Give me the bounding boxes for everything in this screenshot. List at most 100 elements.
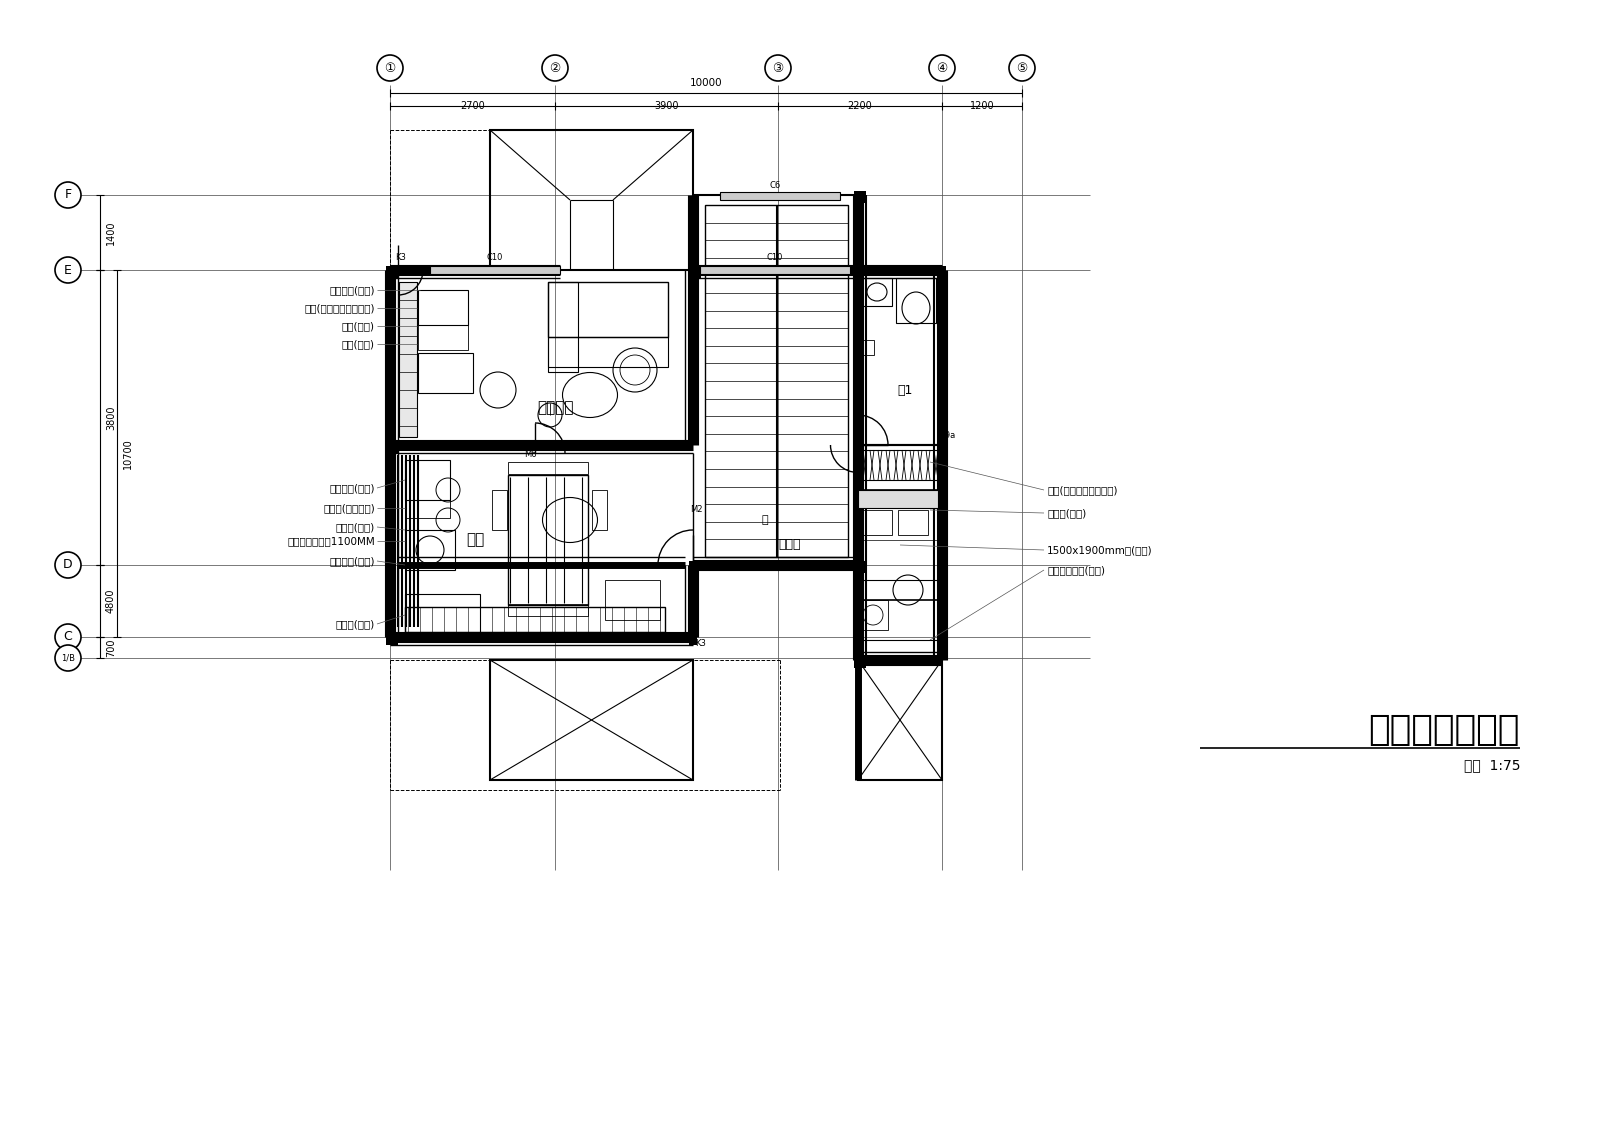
- Text: ⑤: ⑤: [1016, 61, 1027, 75]
- Text: K3: K3: [694, 639, 706, 648]
- Text: 卫1: 卫1: [898, 383, 912, 397]
- Bar: [430, 266, 560, 274]
- Text: 组合沙发(购买): 组合沙发(购买): [330, 285, 374, 295]
- Text: C: C: [64, 630, 72, 644]
- Bar: [858, 490, 938, 508]
- Text: 10700: 10700: [123, 438, 133, 469]
- Bar: [862, 278, 893, 307]
- Circle shape: [54, 182, 82, 208]
- Bar: [858, 490, 938, 601]
- Bar: [862, 510, 893, 535]
- Text: 烧烤炉(购买): 烧烤炉(购买): [336, 619, 374, 629]
- Bar: [690, 266, 701, 278]
- Text: 衣柜(项目下单厂家订做): 衣柜(项目下单厂家订做): [1046, 485, 1117, 495]
- Bar: [547, 282, 578, 372]
- Text: 电视台、书台(购买): 电视台、书台(购买): [1046, 566, 1106, 575]
- Text: 露台: 露台: [466, 533, 485, 547]
- Text: 洗手台(软装购买): 洗手台(软装购买): [323, 503, 374, 513]
- Text: ③: ③: [773, 61, 784, 75]
- Text: 2700: 2700: [461, 101, 485, 111]
- Text: ②: ②: [549, 61, 560, 75]
- Text: E: E: [64, 264, 72, 276]
- Bar: [493, 490, 507, 530]
- Bar: [720, 192, 840, 200]
- Bar: [858, 640, 938, 658]
- Bar: [398, 282, 418, 437]
- Bar: [858, 270, 942, 444]
- Bar: [547, 282, 669, 337]
- Text: 户外沙发(购买): 户外沙发(购买): [330, 483, 374, 493]
- Text: 洗衣机龙头离地1100MM: 洗衣机龙头离地1100MM: [288, 536, 374, 546]
- Bar: [858, 661, 942, 780]
- Bar: [509, 604, 589, 616]
- Text: C10: C10: [766, 253, 782, 262]
- Text: 3900: 3900: [654, 101, 678, 111]
- Text: D: D: [62, 559, 74, 571]
- Bar: [938, 266, 946, 278]
- Text: 户外餐台(购买): 户外餐台(购买): [330, 556, 374, 566]
- Circle shape: [378, 55, 403, 81]
- Text: 下: 下: [762, 515, 768, 525]
- Bar: [858, 450, 942, 480]
- Text: 书柜(项目下单厂家订货): 书柜(项目下单厂家订货): [304, 303, 374, 313]
- Text: 女孩房: 女孩房: [779, 538, 802, 552]
- Bar: [509, 461, 589, 474]
- Text: 1500x1900mm床(购买): 1500x1900mm床(购买): [1046, 545, 1152, 555]
- Text: 1400: 1400: [106, 221, 115, 244]
- Bar: [854, 656, 866, 668]
- Text: 700: 700: [106, 638, 115, 657]
- Text: 3800: 3800: [106, 405, 115, 430]
- Circle shape: [54, 645, 82, 671]
- Bar: [386, 266, 398, 278]
- Text: 茶几(购买): 茶几(购买): [342, 339, 374, 349]
- Text: 1200: 1200: [970, 101, 994, 111]
- Text: 书台(购买): 书台(购买): [342, 321, 374, 331]
- Bar: [896, 278, 936, 323]
- Bar: [858, 444, 942, 661]
- Bar: [690, 633, 698, 645]
- Circle shape: [54, 552, 82, 578]
- Bar: [405, 530, 454, 570]
- Bar: [690, 561, 698, 573]
- Circle shape: [542, 55, 568, 81]
- Bar: [418, 325, 467, 349]
- Bar: [405, 500, 450, 518]
- Bar: [701, 266, 850, 274]
- Bar: [547, 337, 669, 366]
- Text: 4800: 4800: [106, 589, 115, 613]
- Text: 床头柜(购买): 床头柜(购买): [1046, 508, 1086, 518]
- Bar: [509, 475, 589, 605]
- Text: M2: M2: [690, 506, 702, 515]
- Bar: [405, 594, 480, 636]
- Circle shape: [54, 257, 82, 283]
- Bar: [490, 130, 693, 270]
- Text: C10: C10: [486, 253, 502, 262]
- Text: 多功能室: 多功能室: [536, 400, 573, 415]
- Text: C6: C6: [770, 181, 781, 190]
- Bar: [418, 290, 467, 325]
- Bar: [386, 633, 398, 645]
- Bar: [405, 607, 666, 632]
- Bar: [418, 353, 474, 392]
- Text: 洗衣机(购买): 洗衣机(购买): [336, 523, 374, 532]
- Bar: [706, 205, 848, 556]
- Text: 2200: 2200: [848, 101, 872, 111]
- Text: 三层平面布置图: 三层平面布置图: [1368, 713, 1520, 746]
- Bar: [490, 661, 693, 780]
- Text: M6: M6: [523, 450, 536, 459]
- Bar: [605, 580, 661, 620]
- Text: C11: C11: [875, 657, 891, 666]
- Bar: [405, 460, 450, 500]
- Text: ①: ①: [384, 61, 395, 75]
- Text: P: P: [938, 435, 942, 444]
- Circle shape: [1010, 55, 1035, 81]
- Text: ④: ④: [936, 61, 947, 75]
- Bar: [858, 601, 888, 630]
- Bar: [592, 490, 606, 530]
- Text: 比例  1:75: 比例 1:75: [1464, 758, 1520, 772]
- Text: K3: K3: [395, 253, 406, 262]
- Circle shape: [930, 55, 955, 81]
- Bar: [862, 340, 874, 355]
- Circle shape: [54, 624, 82, 650]
- Circle shape: [765, 55, 790, 81]
